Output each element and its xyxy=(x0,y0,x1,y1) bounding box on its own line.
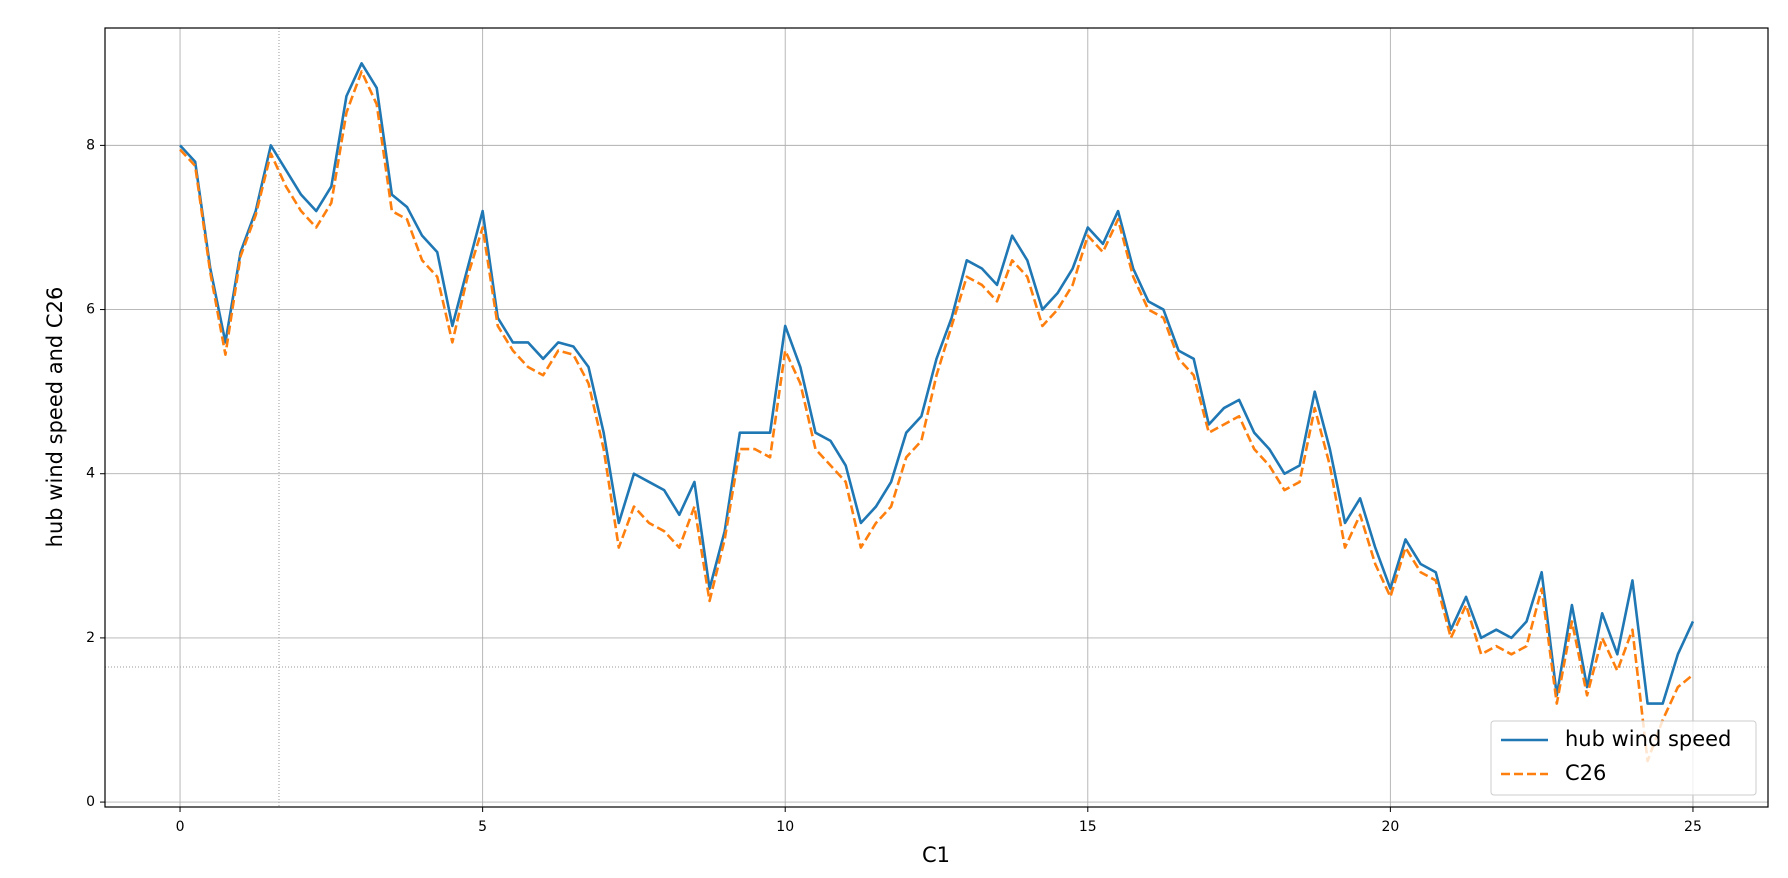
y-tick-label: 4 xyxy=(86,466,95,482)
x-tick-label: 0 xyxy=(176,819,185,835)
legend-label: hub wind speed xyxy=(1565,727,1731,751)
line-series xyxy=(179,62,1695,705)
legend-box xyxy=(1490,720,1757,796)
x-tick-label: 15 xyxy=(1079,819,1097,835)
plot-frame xyxy=(104,27,1769,808)
x-tick-label: 5 xyxy=(478,819,487,835)
legend-label: C26 xyxy=(1565,761,1606,785)
x-tick-label: 10 xyxy=(776,819,794,835)
y-tick-label: 6 xyxy=(86,302,95,318)
line-series xyxy=(179,70,1694,763)
x-tick-label: 20 xyxy=(1381,819,1399,835)
y-tick-label: 0 xyxy=(86,794,95,810)
y-tick-label: 8 xyxy=(86,137,95,153)
x-tick-label: 25 xyxy=(1684,819,1702,835)
x-axis-label: C1 xyxy=(922,843,950,867)
y-tick-label: 2 xyxy=(86,630,95,646)
y-axis-label: hub wind speed and C26 xyxy=(43,287,67,548)
